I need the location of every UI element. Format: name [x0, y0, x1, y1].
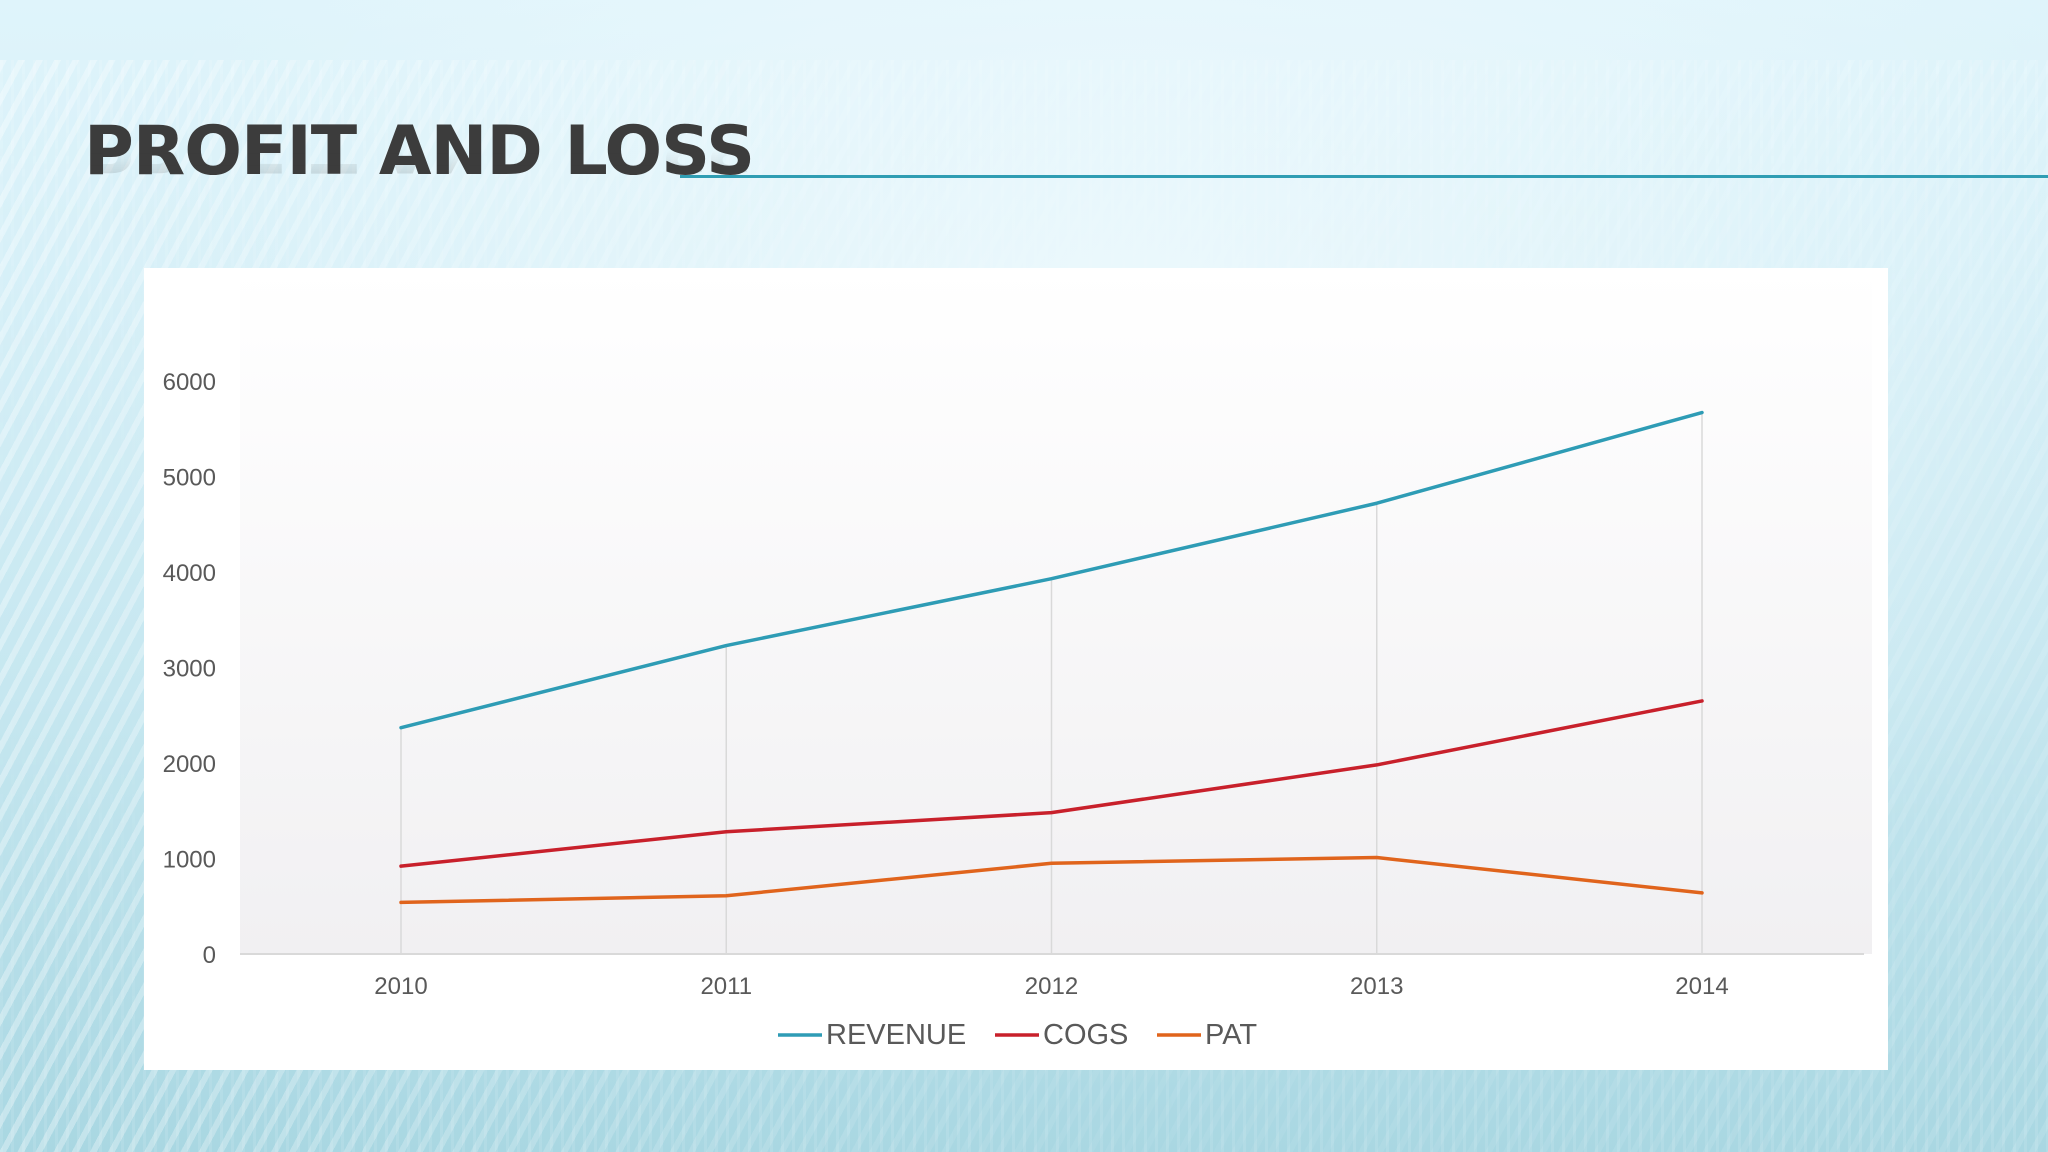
- x-axis: 2010 2011 2012 2013 2014: [374, 973, 1728, 1000]
- plot-area: [240, 268, 1872, 954]
- x-tick-label: 2014: [1675, 973, 1728, 1000]
- legend-label: PAT: [1205, 1019, 1257, 1051]
- y-tick-label: 1000: [163, 847, 216, 874]
- y-tick-label: 2000: [163, 751, 216, 778]
- legend-label: REVENUE: [826, 1019, 966, 1051]
- chart-container: 0 1000 2000 3000 4000 5000 6000 2010 2011 2012 20…: [144, 268, 1888, 1070]
- x-tick-label: 2011: [700, 973, 752, 1000]
- title-underline: [680, 175, 2048, 178]
- x-tick-label: 2010: [374, 973, 427, 1000]
- slide-title-reflection: PROFIT AND LOSS: [84, 107, 755, 186]
- series-line-revenue: [399, 410, 1704, 730]
- legend-label: COGS: [1043, 1019, 1128, 1051]
- series-line-cogs: [399, 699, 1704, 868]
- series-lines: [399, 410, 1704, 905]
- y-tick-label: 0: [203, 942, 216, 969]
- legend-item-cogs: COGS: [995, 1019, 1128, 1051]
- y-tick-label: 5000: [163, 465, 216, 492]
- y-tick-label: 4000: [163, 560, 216, 587]
- legend-item-pat: PAT: [1157, 1019, 1257, 1051]
- y-axis: 0 1000 2000 3000 4000 5000 6000: [163, 369, 216, 969]
- legend-item-revenue: REVENUE: [778, 1019, 966, 1051]
- legend: REVENUE COGS PAT: [778, 1019, 1257, 1051]
- x-tick-label: 2013: [1350, 973, 1403, 1000]
- y-tick-label: 3000: [163, 656, 216, 683]
- series-line-pat: [399, 855, 1704, 905]
- gridlines: [240, 412, 1864, 955]
- y-tick-label: 6000: [163, 369, 216, 396]
- slide-title: PROFIT AND LOSS: [84, 112, 755, 191]
- x-tick-label: 2012: [1025, 973, 1078, 1000]
